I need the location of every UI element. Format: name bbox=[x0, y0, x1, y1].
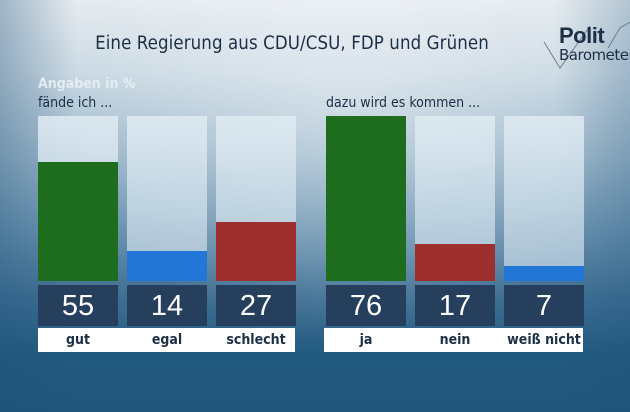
category-label: nein bbox=[439, 332, 471, 348]
bar-weiß-nicht bbox=[504, 266, 584, 281]
checkmark-icon bbox=[543, 21, 630, 69]
logo-barometer: Barometer bbox=[559, 46, 630, 64]
bar-egal bbox=[127, 251, 207, 281]
bar-gut bbox=[38, 162, 118, 281]
category-label: gut bbox=[65, 332, 90, 348]
category-label: schlecht bbox=[226, 332, 286, 348]
chart-title: Eine Regierung aus CDU/CSU, FDP und Grün… bbox=[95, 33, 489, 54]
label-strip-right bbox=[324, 328, 583, 352]
category-label: weiß nicht bbox=[507, 332, 581, 348]
bar-ja bbox=[326, 116, 406, 281]
value-label: 76 bbox=[326, 285, 406, 326]
category-label: ja bbox=[359, 332, 373, 348]
value-label: 55 bbox=[38, 285, 118, 326]
chart-right-subtitle: dazu wird es kommen ... bbox=[326, 95, 481, 111]
value-label: 7 bbox=[504, 285, 584, 326]
bar-track bbox=[504, 116, 584, 281]
value-label: 27 bbox=[216, 285, 296, 326]
logo-polit: Polit bbox=[559, 23, 605, 48]
label-strip-left bbox=[38, 328, 295, 352]
bar-schlecht bbox=[216, 222, 296, 281]
value-label: 17 bbox=[415, 285, 495, 326]
chart-left-subtitle: fände ich ... bbox=[38, 95, 113, 111]
unit-note: Angaben in % bbox=[38, 76, 136, 92]
category-label: egal bbox=[151, 332, 183, 348]
politbarometer-logo: Polit Barometer bbox=[540, 18, 630, 78]
value-label: 14 bbox=[127, 285, 207, 326]
bar-nein bbox=[415, 244, 495, 281]
